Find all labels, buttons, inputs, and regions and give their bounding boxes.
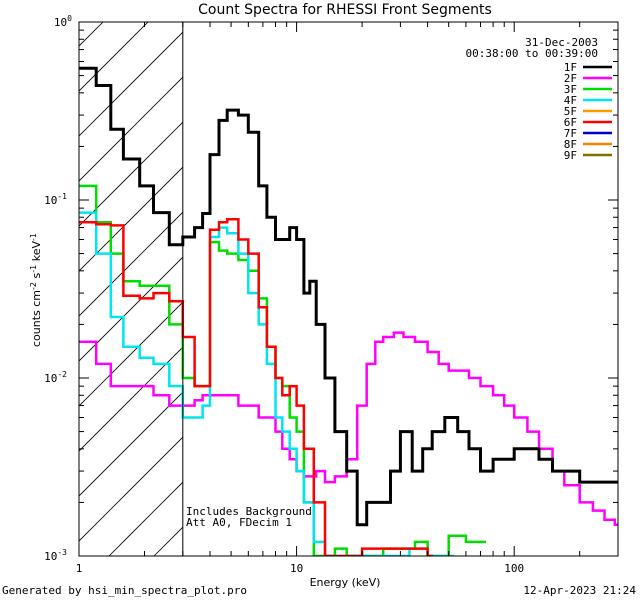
footer-generator: Generated by hsi_min_spectra_plot.pro [2, 584, 247, 597]
legend-label-5f: 5F [564, 105, 577, 118]
y-tick-label: 10-2 [44, 370, 67, 385]
hatch-line [79, 22, 149, 92]
footer-timestamp: 12-Apr-2023 21:24 [523, 584, 636, 597]
legend-label-1f: 1F [564, 61, 577, 74]
legend-label-6f: 6F [564, 116, 577, 129]
hatched-background-region [79, 22, 183, 556]
series-layer [79, 66, 618, 556]
hatch-line [79, 211, 183, 317]
legend-label-7f: 7F [564, 127, 577, 140]
series-6f [79, 217, 434, 556]
legend-label-9f: 9F [564, 149, 577, 162]
date-label: 31-Dec-2003 [525, 36, 598, 49]
hatch-line [79, 166, 183, 272]
legend-label-8f: 8F [564, 138, 577, 151]
plot-frame [78, 21, 619, 557]
y-tick-label: 100 [54, 14, 72, 29]
y-axis-label: counts cm-2 s-1 keV-1 [29, 233, 43, 347]
axes: 1 10 100 100 10-1 10-2 10-3 [44, 14, 619, 575]
y-tick-label: 10-3 [44, 548, 67, 563]
y-tick-label: 10-1 [44, 192, 67, 207]
chart-title: Count Spectra for RHESSI Front Segments [198, 2, 492, 18]
annotation-background: Includes Background [186, 505, 312, 518]
hatch-line [79, 436, 183, 542]
legend-label-2f: 2F [564, 72, 577, 85]
series-4f [79, 211, 455, 556]
time-range-label: 00:38:00 to 00:39:00 [466, 47, 598, 60]
legend-label-4f: 4F [564, 94, 577, 107]
x-tick-label: 10 [290, 562, 303, 575]
hatch-line [79, 31, 183, 137]
legend-label-3f: 3F [564, 83, 577, 96]
x-axis-label: Energy (keV) [310, 576, 381, 589]
series-2f [79, 331, 618, 526]
annotation-attenuator: Att A0, FDecim 1 [186, 516, 292, 529]
series-1f [79, 66, 618, 527]
hatch-line [79, 391, 183, 497]
x-tick-label: 1 [76, 562, 83, 575]
x-tick-label: 100 [504, 562, 524, 575]
